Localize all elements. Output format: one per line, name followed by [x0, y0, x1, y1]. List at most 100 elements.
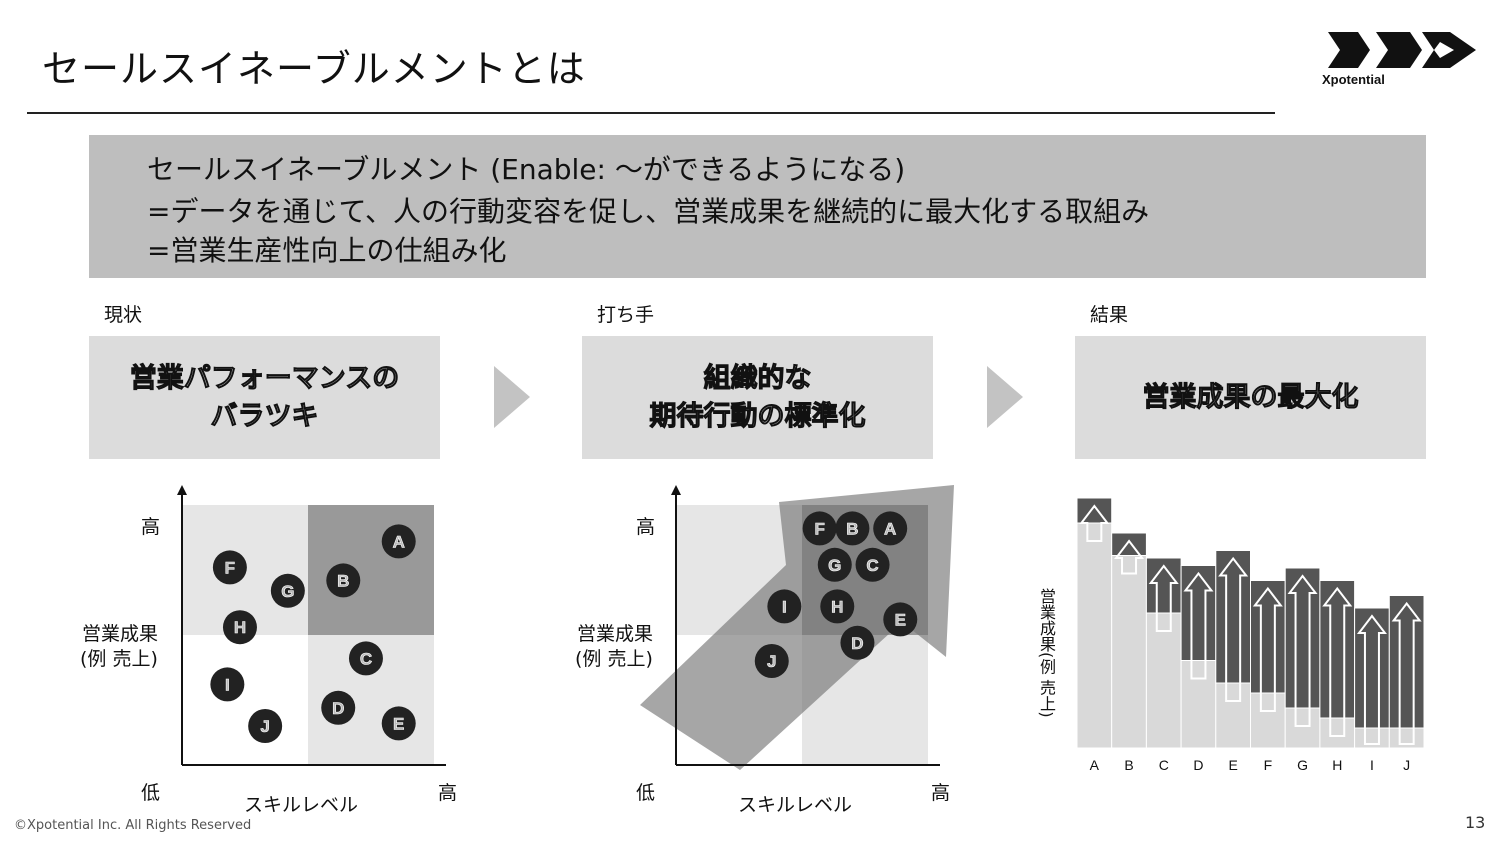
- bar-growth-I: [1354, 607, 1390, 729]
- page-number: 13: [1465, 813, 1486, 832]
- bar-growth-F: [1250, 580, 1286, 694]
- bar-category-label-F: F: [1264, 757, 1273, 773]
- logo-wordmark: Xpotential: [1322, 72, 1385, 87]
- next-arrow-icon: [494, 366, 530, 428]
- bar-growth-J: [1388, 595, 1425, 729]
- bar-category-label-J: J: [1403, 757, 1410, 773]
- bar-category-label-I: I: [1370, 757, 1374, 773]
- member-dot-A: [381, 524, 416, 559]
- bar-base-F: [1250, 692, 1286, 749]
- stage-box-result: 営業成果の最大化: [1075, 336, 1426, 459]
- member-label-B: B: [337, 571, 349, 590]
- member-label-D: D: [851, 634, 863, 653]
- member-label-J: J: [767, 652, 776, 671]
- stage-label-current: 現状: [104, 304, 143, 326]
- member-dot-H: [820, 589, 855, 624]
- bar-growth-G: [1284, 567, 1321, 709]
- stage-label-action: 打ち手: [597, 304, 655, 326]
- member-label-J: J: [260, 717, 269, 736]
- up-arrow-icon: [1079, 504, 1110, 542]
- bar-growth-B: [1111, 532, 1147, 556]
- up-arrow-icon: [1183, 571, 1214, 680]
- member-label-A: A: [884, 519, 896, 538]
- definition-line-2: =データを通じて、人の行動変容を促し、営業成果を継続的に最大化する取組み: [147, 195, 1150, 228]
- member-label-D: D: [332, 699, 344, 718]
- y-axis-arrowhead-icon: [671, 485, 681, 495]
- x-axis-label: スキルレベル: [738, 794, 853, 816]
- member-label-B: B: [846, 519, 858, 538]
- bar-base-H: [1319, 717, 1356, 749]
- bar-growth-E: [1215, 550, 1252, 684]
- member-dot-E: [381, 706, 416, 741]
- stage-box-current-text: 営業パフォーマンスの バラツキ: [129, 362, 400, 432]
- origin-label: 低: [141, 782, 161, 804]
- bar-category-label-G: G: [1297, 757, 1308, 773]
- up-arrow-icon: [1356, 614, 1387, 745]
- bar-category-label-B: B: [1124, 757, 1133, 773]
- bar-growth-H: [1319, 580, 1356, 719]
- member-dot-C: [855, 547, 890, 582]
- member-label-F: F: [225, 558, 235, 577]
- member-dot-J: [754, 644, 789, 678]
- member-dot-J: [248, 709, 283, 743]
- title-divider: [27, 112, 1275, 114]
- member-dot-B: [326, 563, 361, 598]
- member-dot-C: [348, 641, 383, 676]
- xpotential-logo-icon: [1328, 32, 1476, 68]
- member-dot-F: [802, 511, 837, 546]
- member-label-H: H: [234, 618, 246, 637]
- y-high-label: 高: [636, 516, 656, 538]
- member-dot-D: [321, 690, 356, 725]
- y-axis-sublabel: (例 売上): [575, 648, 653, 670]
- bar-base-C: [1145, 612, 1182, 749]
- member-label-I: I: [225, 675, 230, 694]
- bar-base-D: [1180, 660, 1217, 749]
- next-arrow-icon: [987, 366, 1023, 428]
- member-dot-I: [767, 589, 802, 624]
- stage-label-result: 結果: [1090, 304, 1129, 326]
- member-dot-F: [212, 550, 247, 585]
- bar-category-label-A: A: [1090, 757, 1100, 773]
- member-dot-G: [270, 573, 305, 608]
- member-label-C: C: [866, 556, 878, 575]
- member-dot-G: [817, 547, 852, 582]
- bar-growth-A: [1076, 497, 1113, 524]
- member-dot-I: [210, 667, 245, 702]
- bar-growth-D: [1180, 565, 1217, 661]
- member-dot-D: [840, 625, 875, 660]
- bar-category-label-H: H: [1332, 757, 1342, 773]
- member-dot-E: [883, 602, 918, 637]
- stage-box-action-text: 組織的な 期待行動の標準化: [649, 362, 866, 432]
- x-high-label: 高: [438, 782, 458, 804]
- bar-category-label-E: E: [1228, 757, 1237, 773]
- y-axis-label: 営業成果: [82, 623, 159, 645]
- up-arrow-icon: [1218, 556, 1249, 702]
- definition-line-1: セールスイネーブルメント (Enable: 〜ができるようになる): [147, 153, 906, 186]
- stage-box-result-text: 営業成果の最大化: [1142, 381, 1359, 413]
- up-arrow-icon: [1287, 574, 1318, 727]
- up-arrow-icon: [1114, 539, 1145, 575]
- member-dot-H: [222, 610, 257, 645]
- up-arrow-icon: [1322, 586, 1353, 737]
- member-label-E: E: [393, 714, 404, 733]
- member-label-I: I: [782, 597, 787, 616]
- bar-category-label-D: D: [1193, 757, 1203, 773]
- definition-line-3: =営業生産性向上の仕組み化: [147, 234, 507, 267]
- copyright: ©Xpotential Inc. All Rights Reserved: [14, 818, 252, 833]
- up-arrow-icon: [1252, 586, 1283, 712]
- definition-box: セールスイネーブルメント (Enable: 〜ができるようになる) =データを通…: [89, 135, 1426, 278]
- bar-base-G: [1284, 707, 1321, 749]
- current-matrix-chart: A B C D E F G H I J: [177, 485, 446, 766]
- member-label-H: H: [831, 597, 843, 616]
- x-axis-label: スキルレベル: [244, 794, 359, 816]
- member-label-A: A: [393, 532, 405, 551]
- bar-base-E: [1215, 682, 1252, 749]
- up-arrow-icon: [1148, 564, 1179, 632]
- page-title: セールスイネーブルメントとは: [42, 47, 586, 91]
- origin-label: 低: [636, 782, 656, 804]
- member-label-G: G: [281, 582, 294, 601]
- action-matrix-chart: F B A G C I H E D J: [640, 485, 954, 770]
- member-dot-B: [835, 511, 870, 546]
- quadrant-top-right: [308, 505, 434, 635]
- member-dot-A: [873, 511, 908, 546]
